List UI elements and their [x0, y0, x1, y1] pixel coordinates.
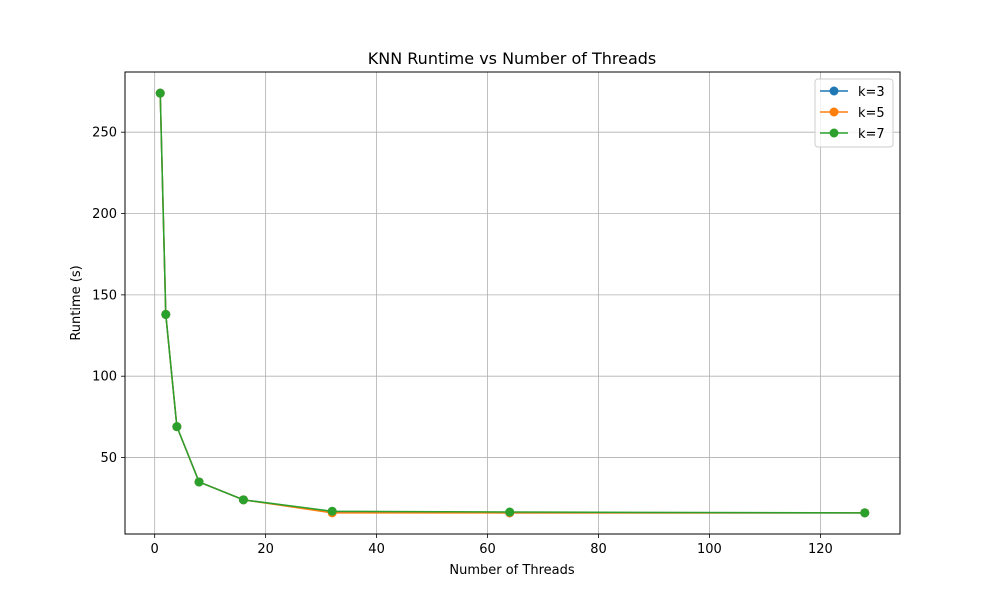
series-line-k7	[159, 93, 865, 514]
x-tick-label: 40	[368, 542, 385, 557]
data-point-k7	[860, 508, 870, 518]
legend: k=3 k=5 k=7	[814, 78, 894, 148]
legend-swatch-marker	[829, 86, 839, 96]
legend-label: k=7	[858, 127, 885, 142]
y-tick-label: 50	[100, 451, 117, 466]
x-axis-ticks: 0 20 40 60 80 100 120	[151, 534, 833, 557]
y-tick-label: 250	[92, 126, 117, 141]
legend-entry-k5: k=5	[820, 106, 885, 121]
legend-label: k=5	[858, 106, 885, 121]
x-axis-label: Number of Threads	[449, 563, 574, 578]
x-tick-label: 120	[808, 542, 833, 557]
data-point-k7	[238, 495, 248, 505]
legend-entry-k3: k=3	[820, 85, 885, 100]
y-axis-ticks: 50 100 150 200 250	[92, 126, 125, 466]
data-point-k7	[505, 507, 515, 517]
legend-entry-k7: k=7	[820, 127, 885, 142]
legend-swatch-marker	[829, 107, 839, 117]
y-tick-label: 200	[92, 207, 117, 222]
chart-title: KNN Runtime vs Number of Threads	[368, 49, 656, 68]
legend-entries: k=3 k=5 k=7	[820, 85, 885, 142]
grid	[125, 72, 900, 534]
legend-swatch-marker	[829, 128, 839, 138]
x-tick-label: 20	[257, 542, 274, 557]
y-tick-label: 150	[92, 288, 117, 303]
data-point-k7	[155, 88, 165, 98]
series-k7	[155, 88, 870, 518]
data-point-k7	[327, 506, 337, 516]
x-tick-label: 0	[151, 542, 159, 557]
plot-frame	[124, 71, 901, 535]
x-tick-label: 100	[697, 542, 722, 557]
x-tick-label: 60	[479, 542, 496, 557]
y-tick-label: 100	[92, 370, 117, 385]
legend-label: k=3	[858, 85, 885, 100]
data-point-k7	[172, 422, 182, 432]
x-tick-label: 80	[590, 542, 607, 557]
y-axis-label: Runtime (s)	[69, 265, 84, 340]
data-point-k7	[161, 309, 171, 319]
data-point-k7	[194, 477, 204, 487]
plot-series	[155, 88, 870, 518]
